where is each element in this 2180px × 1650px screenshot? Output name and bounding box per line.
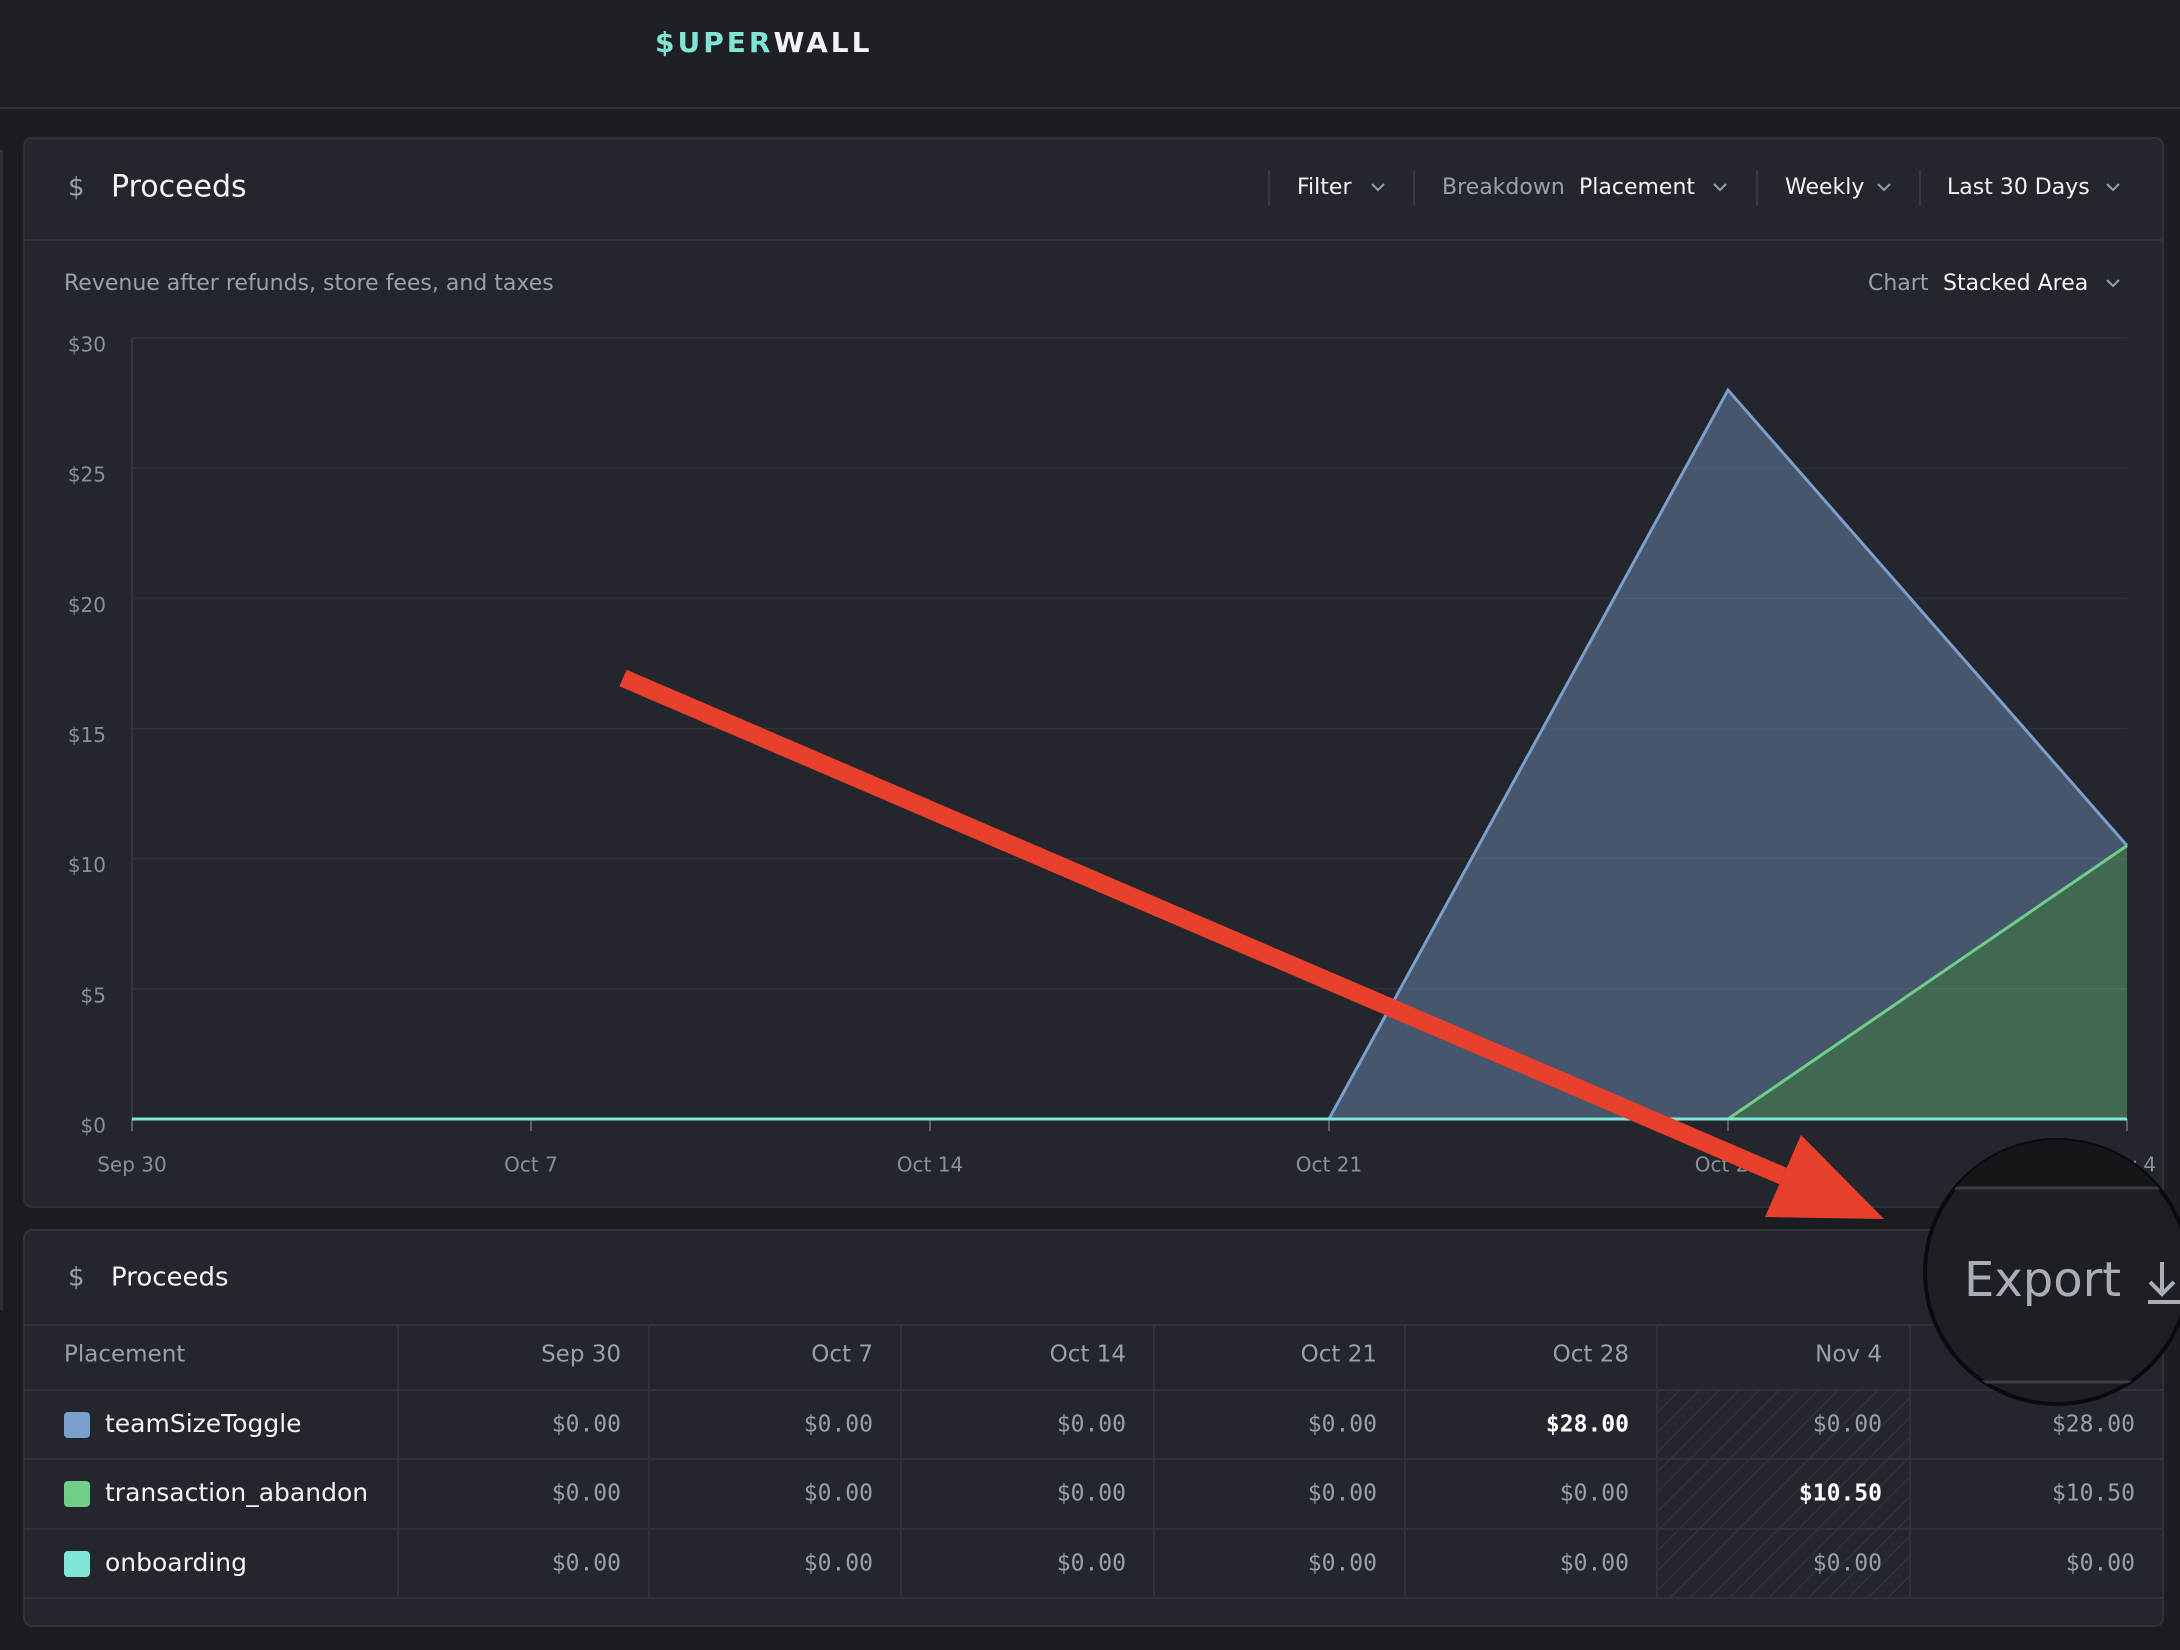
y-tick-label: $5	[81, 983, 106, 1007]
chart-subtitle: Revenue after refunds, store fees, and t…	[64, 271, 554, 296]
table-cell: $0.00	[1057, 1551, 1126, 1577]
interval-dropdown[interactable]: Weekly	[1785, 175, 1864, 200]
panel-title: Proceeds	[111, 170, 247, 205]
column-header: Placement	[64, 1342, 185, 1368]
range-dropdown[interactable]: Last 30 Days	[1947, 175, 2090, 200]
table-cell: $0.00	[2066, 1551, 2135, 1577]
logo-rest: WALL	[773, 26, 872, 59]
table-cell: $0.00	[1560, 1551, 1629, 1577]
column-header: Nov 4	[1815, 1342, 1882, 1368]
placement-name: transaction_abandon	[105, 1478, 368, 1507]
x-tick-label: Sep 30	[97, 1153, 167, 1177]
y-tick-label: $10	[68, 853, 106, 877]
table-cell: $28.00	[1546, 1412, 1629, 1438]
column-header: Oct 21	[1301, 1342, 1377, 1368]
panel-icon: $	[68, 1263, 85, 1293]
y-tick-label: $30	[68, 333, 106, 357]
chart-panel	[23, 137, 2164, 1208]
column-header: Oct 28	[1553, 1342, 1629, 1368]
legend-swatch	[64, 1481, 90, 1507]
table-cell: $0.00	[552, 1551, 621, 1577]
table-cell: $28.00	[2052, 1412, 2135, 1438]
filter-button[interactable]: Filter	[1297, 175, 1352, 200]
panel-title: Proceeds	[111, 1263, 229, 1293]
table-cell: $0.00	[1308, 1412, 1377, 1438]
chart-type-dropdown[interactable]: Stacked Area	[1943, 271, 2088, 296]
y-tick-label: $0	[81, 1114, 106, 1138]
top-bar	[0, 0, 2180, 108]
placement-name: teamSizeToggle	[105, 1409, 302, 1438]
table-cell: $10.50	[1799, 1481, 1882, 1507]
annotation-arrowhead	[1765, 1135, 1884, 1219]
breakdown-dropdown[interactable]: Placement	[1579, 175, 1695, 200]
y-tick-label: $15	[68, 723, 106, 747]
y-tick-label: $25	[68, 463, 106, 487]
logo-accent: $UPER	[655, 26, 773, 59]
table-cell: $0.00	[1560, 1481, 1629, 1507]
table-cell: $0.00	[1057, 1481, 1126, 1507]
area-fill	[132, 845, 2127, 1119]
x-tick-label: Oct 14	[897, 1153, 963, 1177]
column-header: Sep 30	[541, 1342, 621, 1368]
data-table: Placement Sep 30 Oct 7 Oct 14 Oct 21 Oct 28 No…	[24, 1325, 2163, 1599]
table-cell: $0.00	[804, 1551, 873, 1577]
table-cell: $10.50	[2052, 1481, 2135, 1507]
table-cell: $0.00	[1308, 1481, 1377, 1507]
table-cell: $0.00	[1813, 1412, 1882, 1438]
x-tick-label: Oct 21	[1296, 1153, 1362, 1177]
column-header: Oct 7	[811, 1342, 873, 1368]
table-panel	[23, 1229, 2164, 1627]
table-cell: $0.00	[1813, 1551, 1882, 1577]
table-cell: $0.00	[804, 1412, 873, 1438]
chart-type-label: Chart	[1868, 271, 1929, 296]
table-cell: $0.00	[804, 1481, 873, 1507]
column-header: Oct 14	[1050, 1342, 1126, 1368]
export-button[interactable]: Export	[1964, 1252, 2121, 1308]
table-cell: $0.00	[1057, 1412, 1126, 1438]
plot-area: $0 $5 $10 $15 $20 $25 $30 Sep 30 Oct 7 Oct 14 Oct …	[68, 333, 2156, 1177]
table-cell: $0.00	[1308, 1551, 1377, 1577]
placement-name: onboarding	[105, 1548, 247, 1577]
table-cell: $0.00	[552, 1481, 621, 1507]
y-tick-label: $20	[68, 593, 106, 617]
breakdown-label: Breakdown	[1442, 175, 1565, 200]
x-tick-label: Oct 7	[504, 1153, 558, 1177]
legend-swatch	[64, 1551, 90, 1577]
logo[interactable]: $UPERWALL	[655, 26, 872, 59]
column-highlight	[1657, 1391, 1910, 1598]
legend-swatch	[64, 1412, 90, 1438]
annotation-arrow	[619, 669, 1787, 1185]
table-cell: $0.00	[552, 1412, 621, 1438]
panel-icon: $	[68, 173, 85, 203]
